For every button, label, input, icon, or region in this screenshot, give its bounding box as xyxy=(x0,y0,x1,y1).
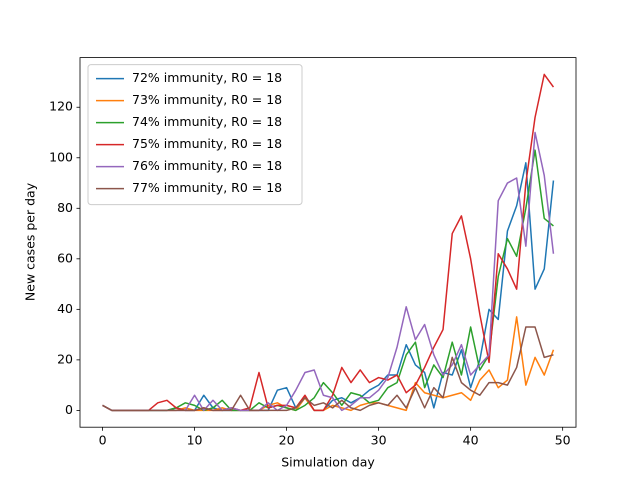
x-tick-label: 0 xyxy=(99,433,107,448)
x-tick-label: 30 xyxy=(371,433,387,448)
y-tick-label: 60 xyxy=(57,250,73,265)
legend-box xyxy=(87,64,303,206)
legend-label: 77% immunity, R0 = 18 xyxy=(132,180,282,195)
x-tick-label: 10 xyxy=(187,433,203,448)
axes-frame xyxy=(79,57,577,428)
y-tick-label: 100 xyxy=(49,149,73,164)
y-tick-label: 0 xyxy=(65,402,73,417)
x-tick-label: 20 xyxy=(279,433,295,448)
y-tick-label: 40 xyxy=(57,301,73,316)
series-line xyxy=(102,326,554,412)
legend-label: 74% immunity, R0 = 18 xyxy=(132,114,282,129)
legend-label: 73% immunity, R0 = 18 xyxy=(132,92,282,107)
x-tick-label: 40 xyxy=(463,433,479,448)
y-tick-label: 20 xyxy=(57,351,73,366)
legend-label: 75% immunity, R0 = 18 xyxy=(132,136,282,151)
legend-label: 76% immunity, R0 = 18 xyxy=(132,158,282,173)
x-tick-label: 50 xyxy=(555,433,571,448)
series-line xyxy=(102,73,555,412)
series-line xyxy=(102,149,554,412)
legend-label: 72% immunity, R0 = 18 xyxy=(132,70,282,85)
y-tick-label: 80 xyxy=(57,200,73,215)
y-tick-label: 120 xyxy=(49,99,73,114)
x-axis-label: Simulation day xyxy=(281,455,375,470)
y-axis-label: New cases per day xyxy=(23,182,38,301)
